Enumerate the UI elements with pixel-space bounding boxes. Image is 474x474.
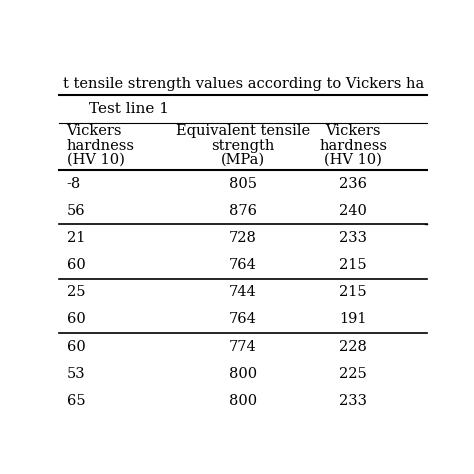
Text: 65: 65 <box>66 394 85 408</box>
Text: 764: 764 <box>229 258 257 272</box>
Text: 60: 60 <box>66 312 85 327</box>
Text: Vickers: Vickers <box>66 124 122 138</box>
Text: 60: 60 <box>66 258 85 272</box>
Text: 233: 233 <box>339 231 367 245</box>
Text: 876: 876 <box>229 204 257 218</box>
Text: 728: 728 <box>229 231 257 245</box>
Text: (HV 10): (HV 10) <box>324 153 382 167</box>
Text: 53: 53 <box>66 367 85 381</box>
Text: 800: 800 <box>229 367 257 381</box>
Text: 215: 215 <box>339 258 367 272</box>
Text: t tensile strength values according to Vickers ha: t tensile strength values according to V… <box>63 77 424 91</box>
Text: hardness: hardness <box>319 138 387 153</box>
Text: 228: 228 <box>339 340 367 354</box>
Text: 191: 191 <box>339 312 367 327</box>
Text: 764: 764 <box>229 312 257 327</box>
Text: 805: 805 <box>229 177 257 191</box>
Text: hardness: hardness <box>66 138 135 153</box>
Text: (MPa): (MPa) <box>221 153 265 167</box>
Text: 240: 240 <box>339 204 367 218</box>
Text: 25: 25 <box>66 285 85 299</box>
Text: strength: strength <box>211 138 274 153</box>
Text: 60: 60 <box>66 340 85 354</box>
Text: 215: 215 <box>339 285 367 299</box>
Text: 236: 236 <box>339 177 367 191</box>
Text: Equivalent tensile: Equivalent tensile <box>176 124 310 138</box>
Text: 744: 744 <box>229 285 257 299</box>
Text: 21: 21 <box>66 231 85 245</box>
Text: 225: 225 <box>339 367 367 381</box>
Text: Vickers: Vickers <box>325 124 381 138</box>
Text: 56: 56 <box>66 204 85 218</box>
Text: 233: 233 <box>339 394 367 408</box>
Text: 774: 774 <box>229 340 257 354</box>
Text: (HV 10): (HV 10) <box>66 153 125 167</box>
Text: -8: -8 <box>66 177 81 191</box>
Text: 800: 800 <box>229 394 257 408</box>
Text: Test line 1: Test line 1 <box>89 102 169 116</box>
